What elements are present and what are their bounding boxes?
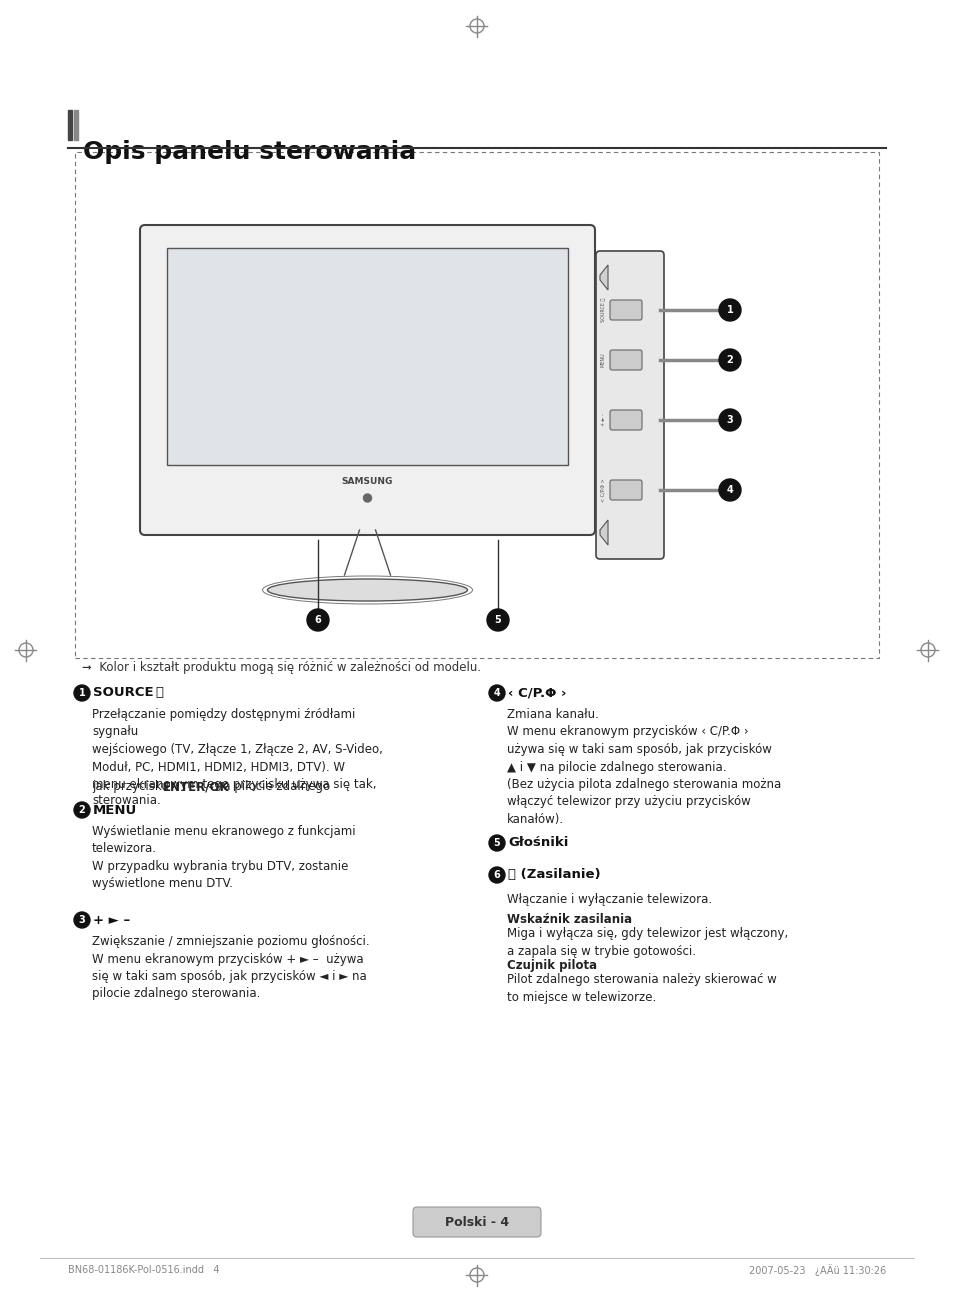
Text: Głośniki: Głośniki [507,837,568,850]
Text: ⬞: ⬞ [154,687,163,700]
Text: MENU: MENU [600,353,605,367]
Text: < C/P.Φ >: < C/P.Φ > [600,479,605,502]
Circle shape [489,866,504,883]
FancyBboxPatch shape [609,301,641,320]
Text: Wyświetlanie menu ekranowego z funkcjami
telewizora.
W przypadku wybrania trybu : Wyświetlanie menu ekranowego z funkcjami… [91,825,355,890]
Text: Zmiana kanału.
W menu ekranowym przycisków ‹ C/P.Φ ›
używa się w taki sam sposób: Zmiana kanału. W menu ekranowym przycisk… [506,708,781,826]
FancyBboxPatch shape [609,480,641,500]
Text: Zwiększanie / zmniejszanie poziomu głośności.
W menu ekranowym przycisków + ► – : Zwiększanie / zmniejszanie poziomu głośn… [91,935,369,1000]
Text: Pilot zdalnego sterowania należy skierować w
to miejsce w telewizorze.: Pilot zdalnego sterowania należy skierow… [506,973,776,1003]
Text: ‹ C/P.Φ ›: ‹ C/P.Φ › [507,687,566,700]
Text: Opis panelu sterowania: Opis panelu sterowania [83,141,416,164]
Text: jak przycisku: jak przycisku [91,781,172,794]
Text: Włączanie i wyłączanie telewizora.: Włączanie i wyłączanie telewizora. [506,892,711,905]
Text: SAMSUNG: SAMSUNG [341,477,393,487]
Text: + ► –: + ► – [92,913,131,926]
Circle shape [489,835,504,851]
Text: ENTER/OK: ENTER/OK [163,781,230,794]
Polygon shape [599,520,607,545]
Circle shape [363,494,371,502]
Text: Czujnik pilota: Czujnik pilota [506,959,597,972]
FancyBboxPatch shape [413,1207,540,1237]
FancyBboxPatch shape [596,251,663,559]
Circle shape [74,686,90,701]
Circle shape [74,912,90,928]
Text: Przełączanie pomiędzy dostępnymi źródłami
sygnału
wejściowego (TV, Złącze 1, Złą: Przełączanie pomiędzy dostępnymi źródłam… [91,708,382,791]
Text: 6: 6 [314,615,321,624]
Text: 4: 4 [726,485,733,494]
Text: BN68-01186K-Pol-0516.indd   4: BN68-01186K-Pol-0516.indd 4 [68,1265,219,1275]
Bar [68,111,71,141]
Text: SOURCE ⬞: SOURCE ⬞ [600,298,605,323]
Circle shape [486,609,509,631]
Text: MENU: MENU [92,804,137,817]
Text: 2: 2 [78,805,85,814]
FancyBboxPatch shape [609,410,641,431]
Text: 2: 2 [726,355,733,366]
Text: 5: 5 [494,615,501,624]
Bar [167,248,567,464]
Text: + ► -: + ► - [600,414,605,427]
Bar [74,111,78,141]
Text: Polski - 4: Polski - 4 [444,1215,509,1228]
Ellipse shape [267,579,467,601]
Text: 3: 3 [78,915,85,925]
FancyBboxPatch shape [609,350,641,369]
Text: 1: 1 [726,304,733,315]
Text: 4: 4 [493,688,500,699]
Circle shape [489,686,504,701]
Text: SOURCE: SOURCE [92,687,158,700]
Text: sterowania.: sterowania. [91,794,161,807]
Polygon shape [599,265,607,290]
Text: ➞  Kolor i kształt produktu mogą się różnić w zależności od modelu.: ➞ Kolor i kształt produktu mogą się różn… [82,661,480,674]
Text: 1: 1 [78,688,85,699]
FancyBboxPatch shape [140,225,595,535]
Text: 3: 3 [726,415,733,425]
Text: 6: 6 [493,870,500,879]
Circle shape [74,801,90,818]
Circle shape [719,409,740,431]
Bar [75,152,878,658]
Circle shape [719,299,740,321]
Text: ⏻ (Zasilanie): ⏻ (Zasilanie) [507,869,600,882]
Text: Miga i wyłącza się, gdy telewizor jest włączony,
a zapala się w trybie gotowości: Miga i wyłącza się, gdy telewizor jest w… [506,928,787,958]
Circle shape [307,609,329,631]
Text: 5: 5 [493,838,500,848]
Text: na pilocie zdalnego: na pilocie zdalnego [212,781,330,794]
Circle shape [719,349,740,371]
Text: Wskaźnik zasilania: Wskaźnik zasilania [506,913,632,926]
Text: 2007-05-23   ¿AÄü 11:30:26: 2007-05-23 ¿AÄü 11:30:26 [748,1265,885,1276]
Circle shape [719,479,740,501]
